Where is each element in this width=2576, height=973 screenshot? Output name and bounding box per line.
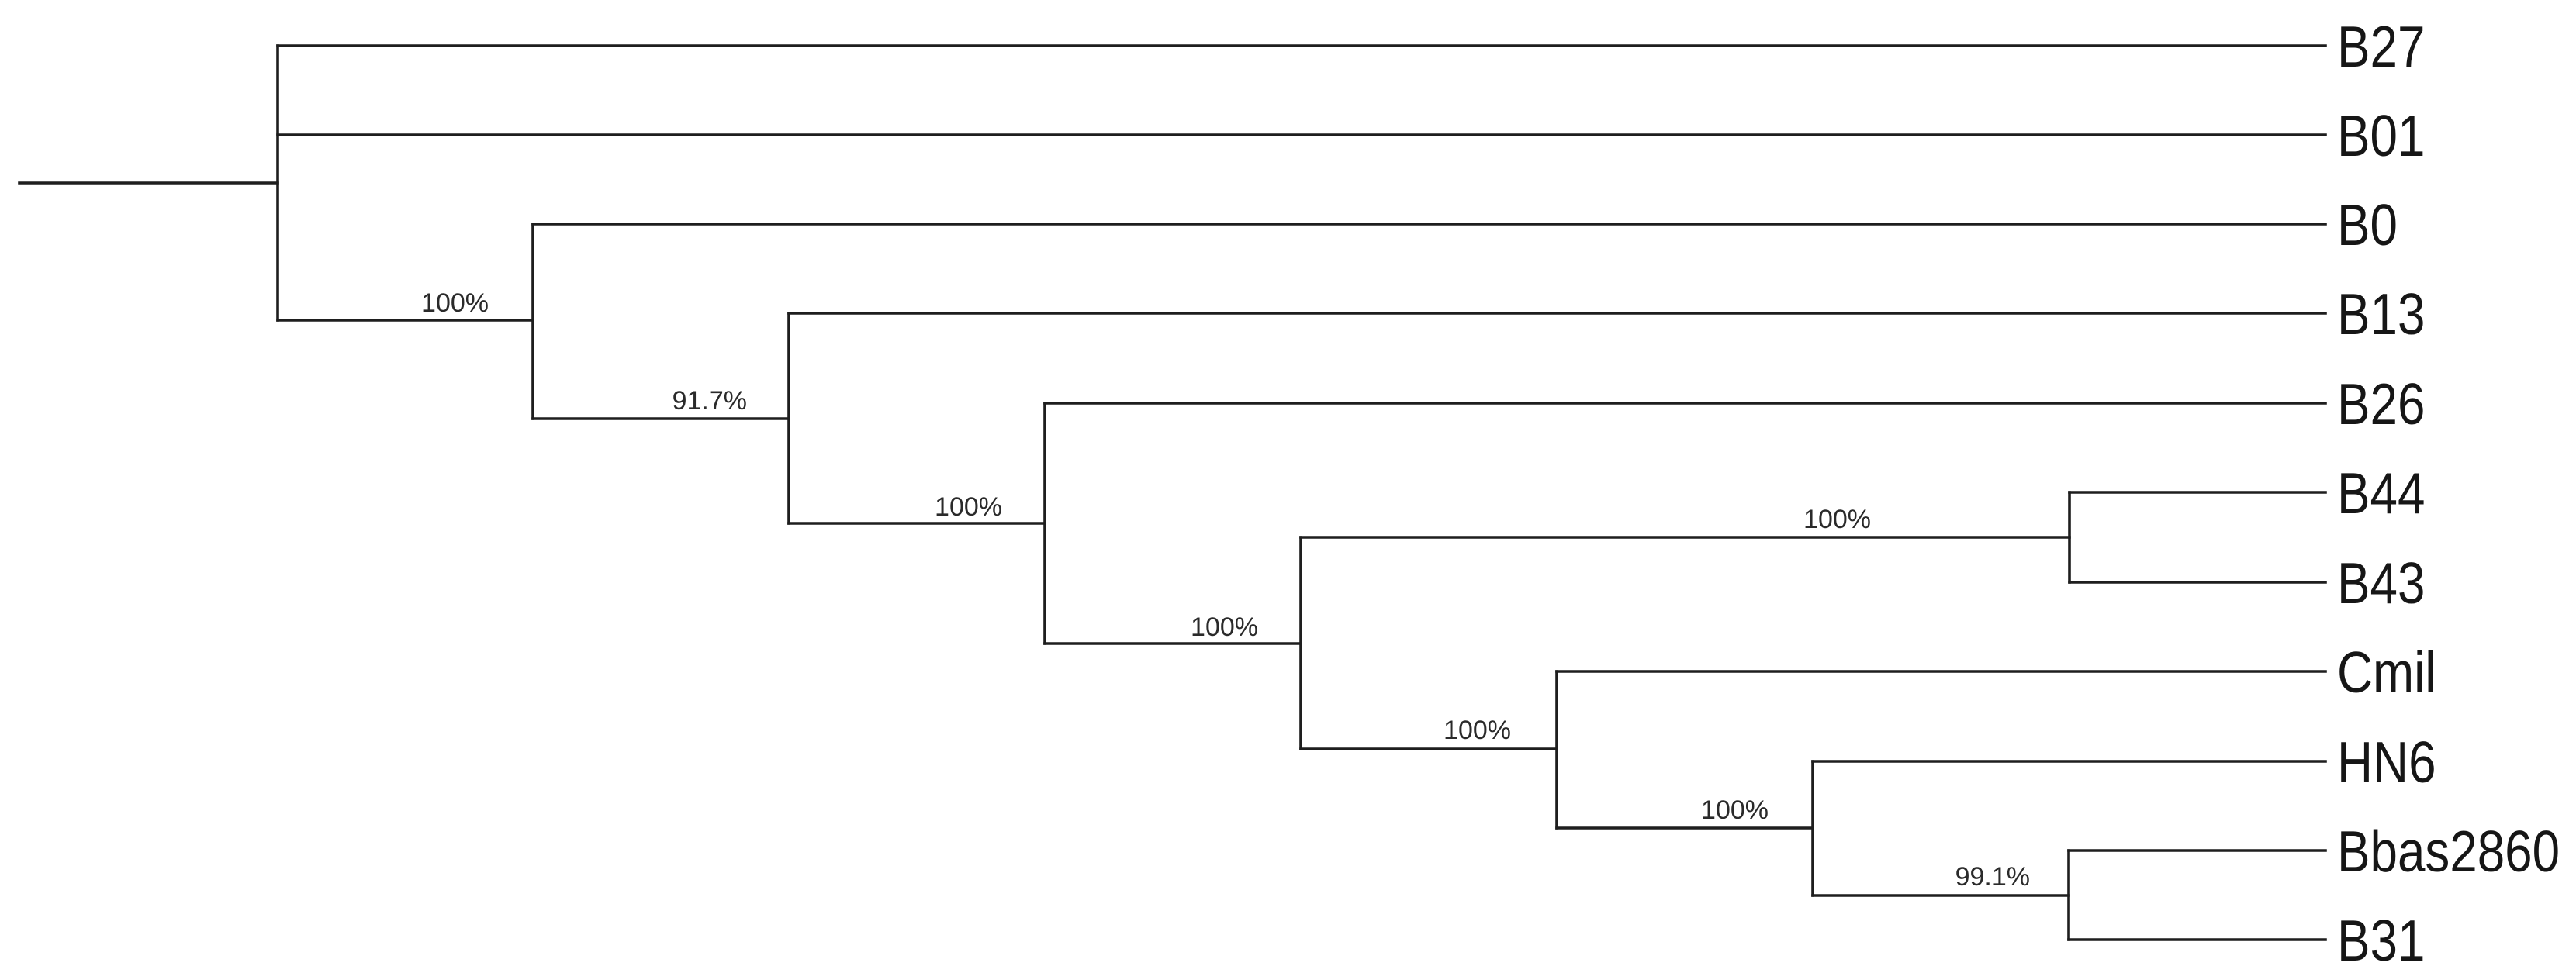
taxon-label-B0: B0 [2337, 192, 2398, 257]
support-value-label: 99.1% [1955, 862, 2030, 892]
taxon-label-B13: B13 [2337, 281, 2425, 347]
support-value-label: 100% [935, 492, 1002, 522]
support-value-label: 100% [1701, 795, 1769, 825]
taxon-label-B44: B44 [2337, 461, 2425, 526]
taxon-label-B31: B31 [2337, 908, 2425, 973]
taxon-label-B43: B43 [2337, 550, 2425, 616]
taxon-label-HN6: HN6 [2337, 730, 2436, 795]
taxon-label-B01: B01 [2337, 103, 2425, 168]
support-value-label: 100% [1191, 612, 1258, 642]
taxon-label-B27: B27 [2337, 14, 2425, 79]
taxon-label-Cmil: Cmil [2337, 640, 2436, 705]
support-value-label: 100% [1444, 716, 1511, 745]
taxon-label-Bbas2860: Bbas2860 [2337, 819, 2560, 884]
support-value-label: 91.7% [673, 386, 747, 416]
support-value-label: 100% [1803, 505, 1871, 534]
taxon-label-B26: B26 [2337, 371, 2425, 436]
support-value-label: 100% [421, 288, 489, 318]
